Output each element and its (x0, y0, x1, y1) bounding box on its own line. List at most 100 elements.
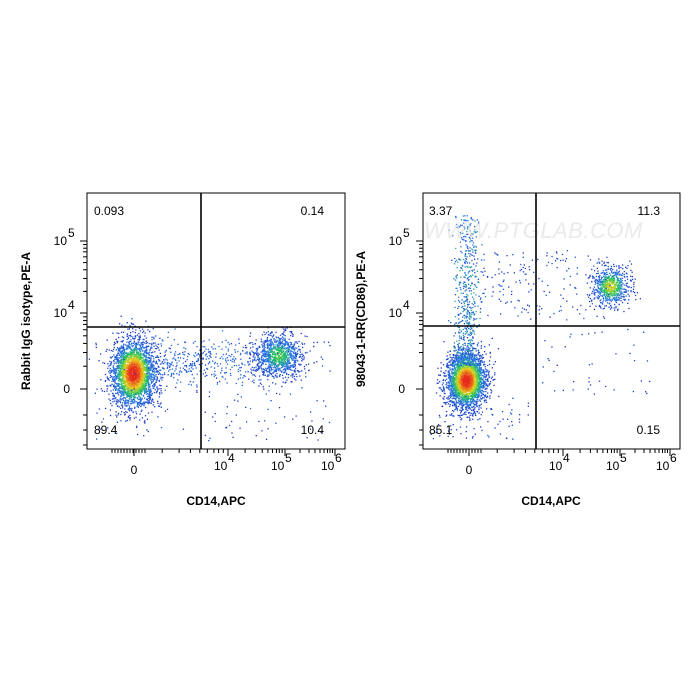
event-dot (283, 347, 285, 349)
event-dot (116, 376, 119, 378)
event-dot (186, 359, 188, 361)
event-dot (268, 340, 270, 342)
event-dot (135, 393, 137, 395)
event-dot (484, 395, 486, 397)
event-dot (172, 364, 174, 367)
event-dot (120, 374, 122, 377)
event-dot (475, 373, 477, 376)
event-dot (482, 357, 485, 359)
event-dot (120, 373, 122, 376)
event-dot (270, 346, 272, 348)
event-dot (260, 383, 263, 386)
event-dot (121, 324, 123, 326)
left-y-tick-label-1: 10 (54, 306, 68, 320)
event-dot (275, 369, 277, 371)
event-dot (140, 372, 142, 374)
event-dot (273, 363, 275, 365)
event-dot (133, 357, 136, 359)
event-dot (127, 390, 129, 392)
event-dot (152, 361, 154, 363)
event-dot (226, 363, 229, 365)
event-dot (265, 393, 267, 395)
event-dot (141, 385, 143, 387)
event-dot (287, 376, 289, 379)
event-dot (282, 346, 284, 348)
event-dot (270, 347, 272, 349)
event-dot (128, 386, 130, 389)
event-dot (301, 370, 303, 372)
event-dot (263, 370, 265, 373)
event-dot (273, 337, 275, 340)
event-dot (117, 359, 119, 361)
event-dot (179, 390, 181, 392)
event-dot (133, 391, 135, 394)
event-dot (125, 371, 127, 373)
event-dot (133, 385, 135, 387)
event-dot (160, 426, 163, 429)
event-dot (195, 367, 197, 369)
event-dot (126, 387, 128, 389)
event-dot (156, 355, 158, 357)
event-dot (242, 346, 244, 349)
event-dot (140, 362, 142, 364)
event-dot (146, 353, 148, 355)
event-dot (141, 375, 143, 377)
event-dot (135, 345, 137, 347)
event-dot (456, 391, 458, 393)
event-dot (130, 332, 132, 334)
event-dot (109, 364, 111, 366)
event-dot (116, 342, 118, 344)
event-dot (116, 400, 118, 403)
event-dot (254, 358, 256, 360)
event-dot (143, 354, 145, 357)
event-dot (257, 365, 259, 367)
event-dot (150, 382, 153, 384)
event-dot (251, 380, 254, 382)
event-dot (164, 410, 167, 412)
event-dot (286, 341, 288, 343)
event-dot (128, 397, 131, 399)
event-dot (145, 337, 147, 339)
event-dot (152, 351, 154, 353)
event-dot (162, 376, 164, 379)
event-dot (252, 356, 254, 358)
event-dot (310, 411, 312, 413)
event-dot (119, 387, 121, 389)
event-dot (147, 401, 149, 403)
event-dot (207, 363, 210, 365)
event-dot (273, 334, 275, 336)
event-dot (274, 375, 276, 377)
event-dot (285, 357, 287, 359)
event-dot (135, 359, 138, 361)
event-dot (131, 361, 133, 363)
event-dot (462, 405, 465, 407)
event-dot (118, 379, 120, 381)
event-dot (160, 345, 163, 347)
event-dot (141, 328, 144, 330)
event-dot (455, 404, 457, 406)
event-dot (152, 328, 154, 330)
event-dot (139, 372, 141, 374)
event-dot (305, 372, 307, 374)
event-dot (126, 396, 128, 398)
event-dot (298, 345, 300, 348)
event-dot (158, 396, 161, 398)
event-dot (168, 370, 170, 372)
event-dot (153, 360, 155, 362)
event-dot (254, 356, 256, 358)
event-dot (129, 362, 131, 364)
event-dot (281, 370, 283, 372)
left-quadrant-upper-right: 0.14 (301, 204, 325, 218)
event-dot (233, 356, 235, 358)
event-dot (268, 362, 270, 364)
event-dot (169, 366, 171, 368)
event-dot (143, 386, 145, 388)
event-dot (152, 404, 154, 406)
event-dot (278, 361, 280, 363)
event-dot (146, 359, 148, 361)
event-dot (124, 398, 127, 400)
event-dot (277, 353, 279, 356)
event-dot (130, 376, 132, 378)
event-dot (135, 329, 137, 331)
event-dot (145, 342, 147, 345)
